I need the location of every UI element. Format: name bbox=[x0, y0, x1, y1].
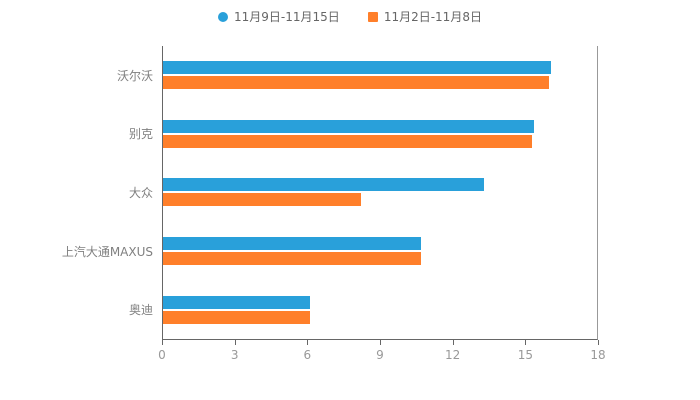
legend-label-week1: 11月2日-11月8日 bbox=[383, 10, 482, 24]
category-label: 奥迪 bbox=[128, 303, 153, 318]
bar[interactable] bbox=[163, 237, 421, 251]
category-label: 沃尔沃 bbox=[116, 68, 153, 83]
plot-area: 沃尔沃别克大众上汽大通MAXUS 奥迪 bbox=[62, 46, 598, 340]
x-tick-mark bbox=[307, 340, 309, 345]
bar-group bbox=[163, 237, 597, 266]
x-tick-mark bbox=[525, 340, 527, 345]
legend-marker-week2-icon bbox=[218, 11, 229, 22]
x-tick-label: 18 bbox=[590, 348, 606, 362]
category-label: 上汽大通MAXUS bbox=[61, 244, 153, 259]
x-tick-label: 3 bbox=[230, 348, 239, 362]
category-row: 别克 bbox=[129, 105, 597, 164]
bar[interactable] bbox=[163, 61, 552, 75]
bar-group bbox=[163, 295, 597, 324]
x-tick-label: 12 bbox=[445, 348, 461, 362]
x-tick-mark bbox=[234, 340, 236, 345]
category-label: 大众 bbox=[128, 185, 153, 200]
bar[interactable] bbox=[163, 134, 532, 148]
x-tick-label: 9 bbox=[376, 348, 384, 362]
legend-item-week1[interactable]: 11月2日-11月8日 bbox=[367, 8, 482, 25]
legend-item-week2[interactable]: 11月9日-11月15日 bbox=[218, 8, 340, 25]
bar-group bbox=[163, 119, 597, 148]
category-label: 别克 bbox=[128, 127, 153, 142]
bar[interactable] bbox=[163, 310, 311, 324]
legend: 11月9日-11月15日 11月2日-11月8日 bbox=[0, 8, 700, 25]
bar-group bbox=[163, 61, 597, 90]
bar[interactable] bbox=[163, 76, 549, 90]
category-row: 大众 bbox=[129, 163, 597, 222]
legend-label-week2: 11月9日-11月15日 bbox=[234, 10, 340, 24]
bar[interactable] bbox=[163, 252, 421, 266]
bar-group bbox=[163, 178, 597, 207]
x-tick-label: 15 bbox=[517, 348, 533, 362]
x-tick-label: 6 bbox=[303, 348, 312, 362]
x-tick-mark bbox=[598, 340, 599, 345]
x-tick-mark bbox=[452, 340, 454, 345]
x-tick-mark bbox=[380, 340, 381, 345]
x-tick-label: 0 bbox=[158, 348, 166, 362]
bar[interactable] bbox=[163, 193, 361, 207]
category-row: 奥迪 bbox=[129, 280, 597, 339]
bar[interactable] bbox=[163, 119, 535, 133]
bar[interactable] bbox=[163, 178, 484, 192]
x-axis: 0 3 6 9 12 15 18 bbox=[158, 340, 606, 364]
category-row: 沃尔沃 bbox=[117, 46, 597, 105]
category-row: 上汽大通MAXUS bbox=[62, 222, 597, 281]
legend-marker-week1-icon bbox=[367, 11, 378, 22]
bar[interactable] bbox=[163, 295, 311, 309]
x-tick-mark bbox=[162, 340, 163, 345]
bar-rows: 沃尔沃别克大众上汽大通MAXUS 奥迪 bbox=[62, 46, 597, 339]
